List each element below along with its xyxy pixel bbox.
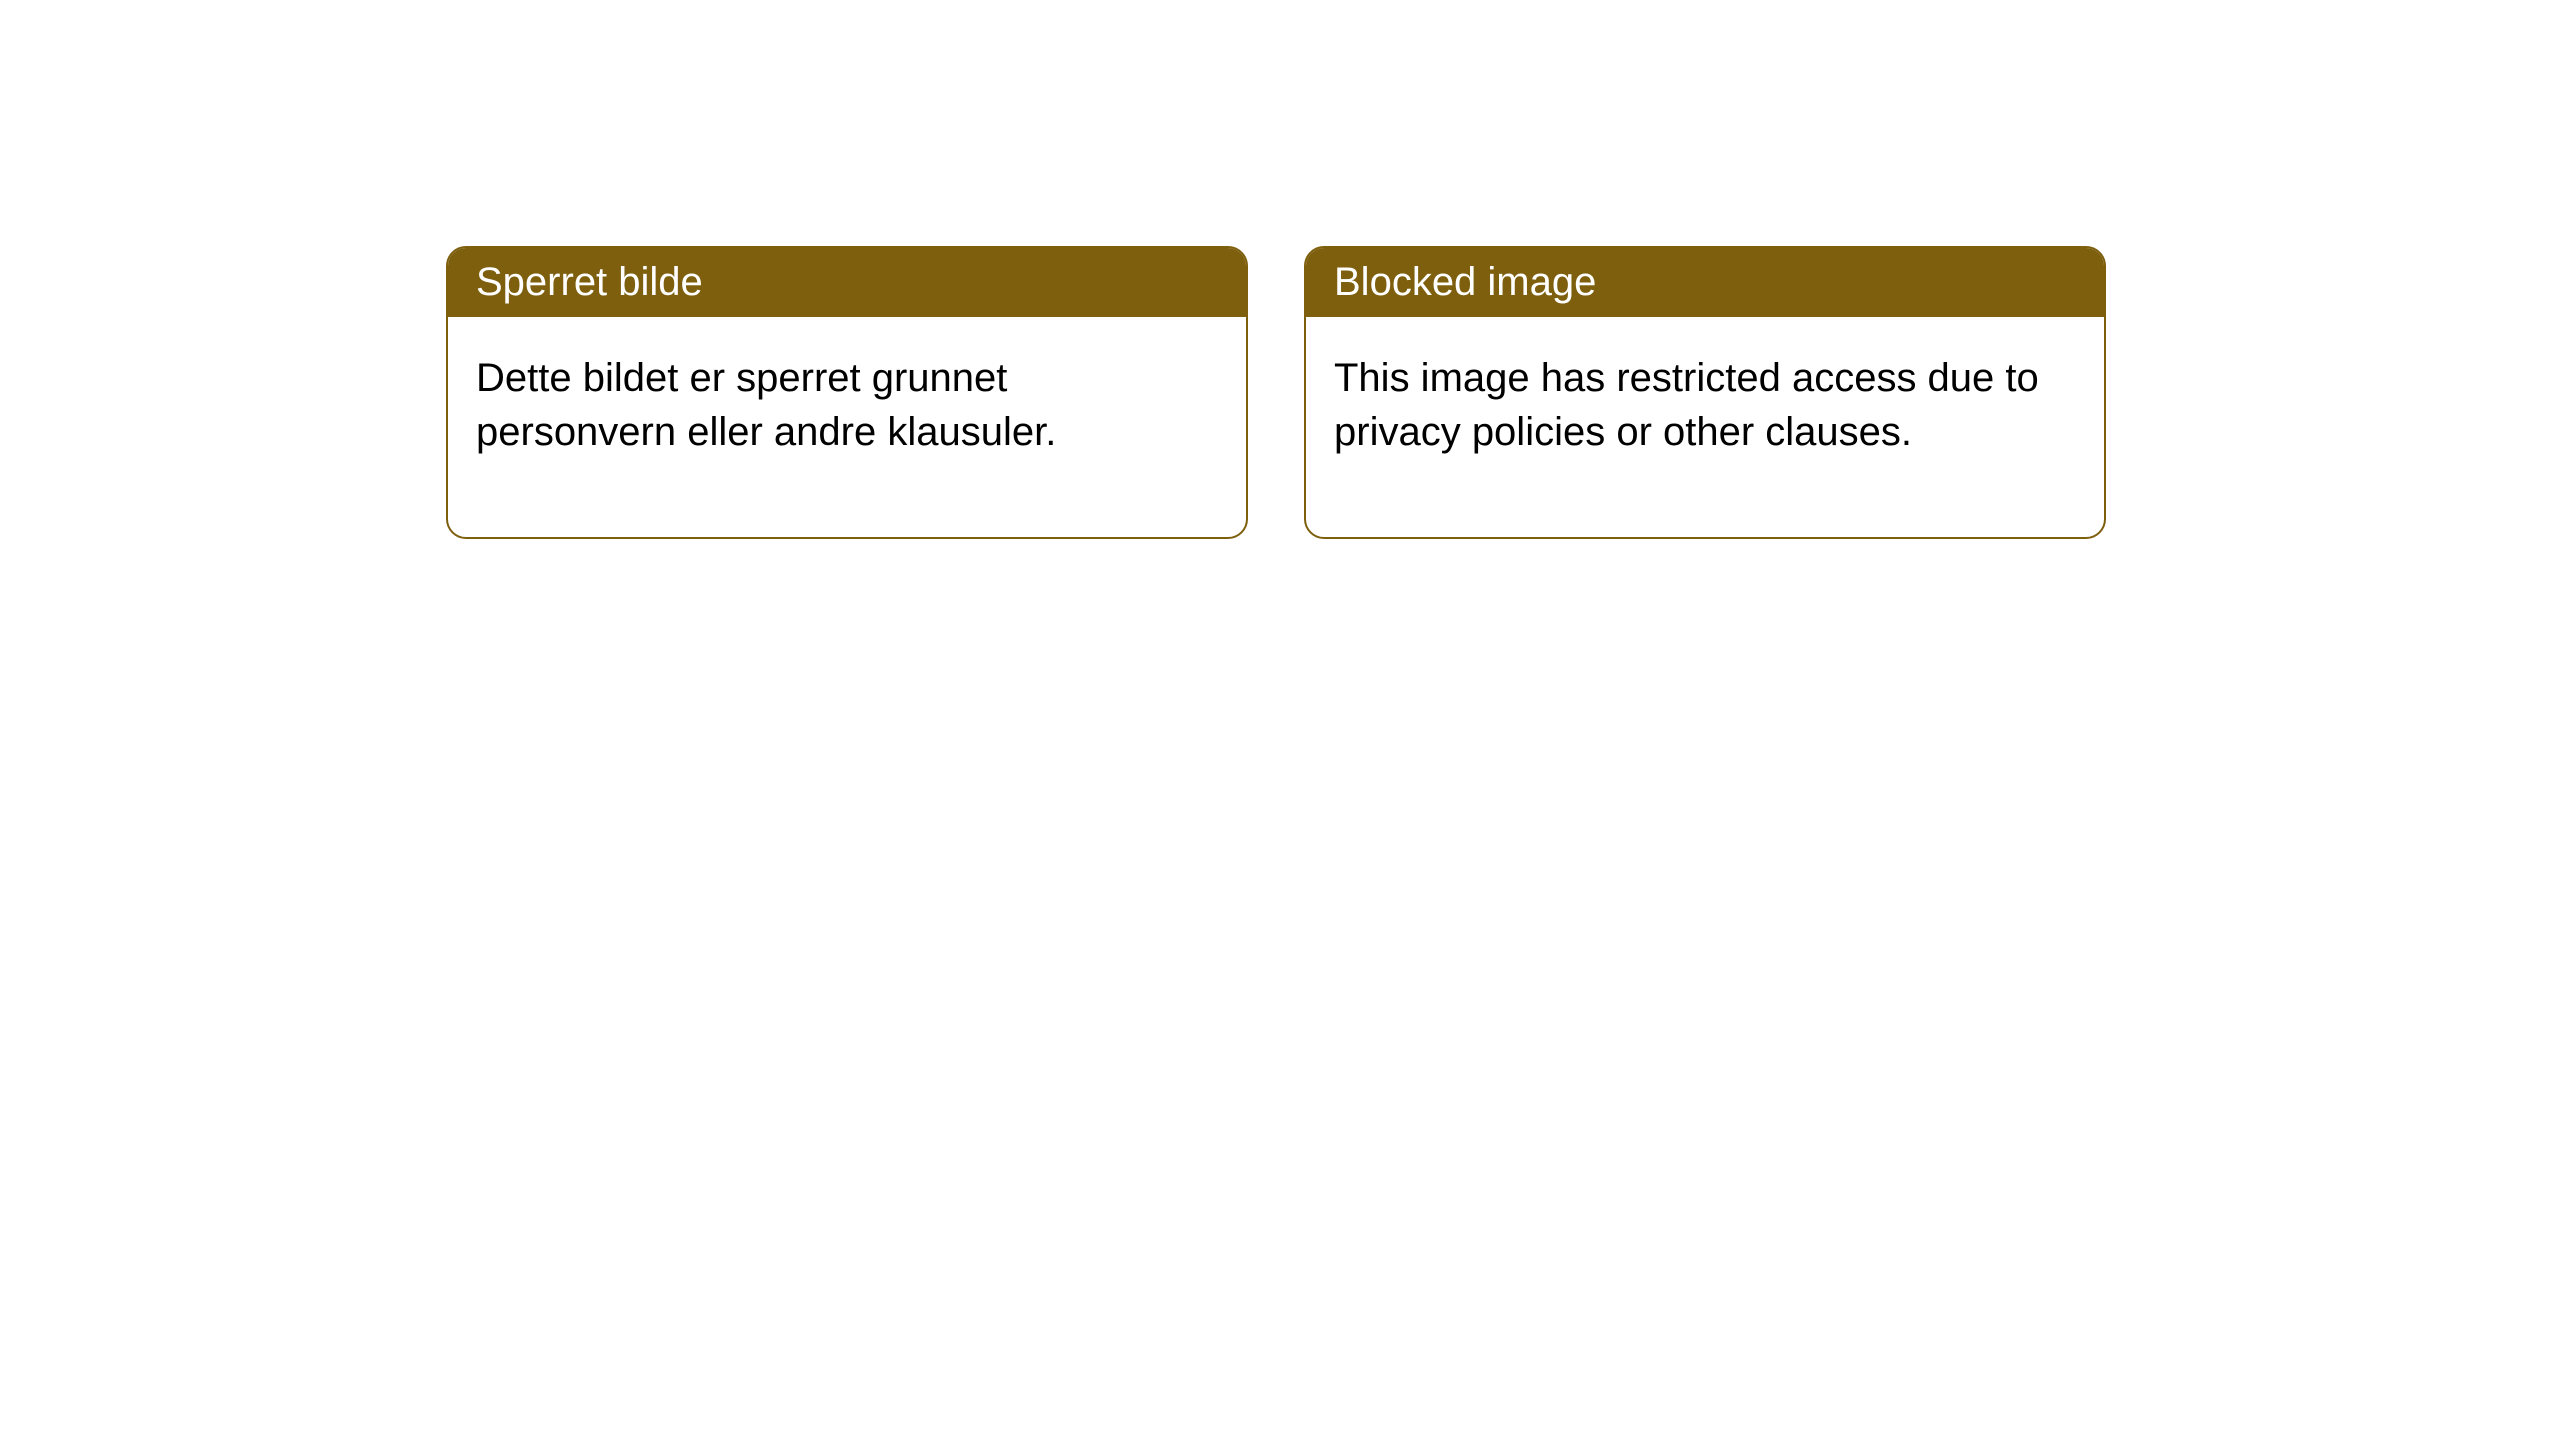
card-body-text: This image has restricted access due to …	[1334, 356, 2039, 454]
card-title: Blocked image	[1334, 260, 1596, 304]
card-body-text: Dette bildet er sperret grunnet personve…	[476, 356, 1056, 454]
card-header: Blocked image	[1306, 248, 2104, 317]
notice-card-english: Blocked image This image has restricted …	[1304, 246, 2106, 539]
card-body: Dette bildet er sperret grunnet personve…	[448, 317, 1246, 537]
card-title: Sperret bilde	[476, 260, 703, 304]
card-body: This image has restricted access due to …	[1306, 317, 2104, 537]
notice-card-norwegian: Sperret bilde Dette bildet er sperret gr…	[446, 246, 1248, 539]
notice-cards-container: Sperret bilde Dette bildet er sperret gr…	[446, 246, 2106, 539]
card-header: Sperret bilde	[448, 248, 1246, 317]
